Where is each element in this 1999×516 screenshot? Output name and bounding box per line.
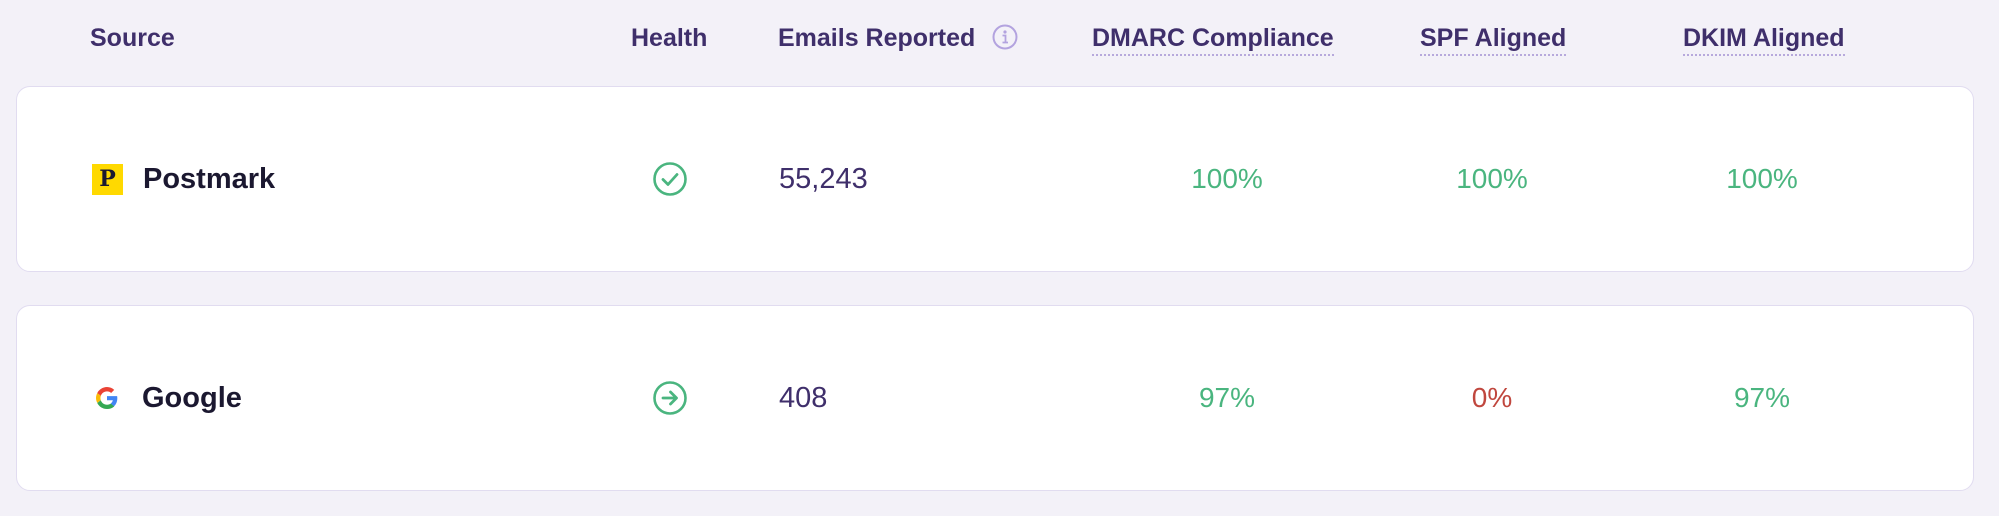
check-circle-icon [653,162,687,196]
health-cell[interactable] [652,306,688,490]
column-header-spf-aligned[interactable]: SPF Aligned [1420,20,1567,56]
arrow-right-circle-icon[interactable] [652,380,688,416]
emails-reported-value: 408 [779,381,828,414]
column-header-emails-reported[interactable]: Emails Reported [778,20,1018,56]
dmarc-compliance-value: 97% [1198,382,1256,413]
dmarc-compliance-value: 100% [1191,163,1263,194]
info-icon[interactable] [992,24,1018,50]
spf-aligned-value: 100% [1456,163,1528,194]
emails-reported-value: 55,243 [779,162,868,195]
table-row[interactable]: P Postmark 55,243 100% 100% 100% [16,86,1974,272]
dkim-aligned-value: 97% [1733,382,1791,413]
table-row[interactable]: Google 408 97% 0% 97% [16,305,1974,491]
postmark-logo-icon: P [92,163,123,195]
source-cell: P Postmark [92,87,275,271]
table-header: Source Health Emails Reported DMARC Comp… [0,0,1999,76]
spf-aligned-value: 0% [1471,382,1513,413]
google-logo-icon [96,387,118,409]
column-header-dmarc-compliance[interactable]: DMARC Compliance [1092,20,1334,56]
health-cell [652,87,688,271]
column-header-dkim-aligned[interactable]: DKIM Aligned [1683,20,1845,56]
dkim-aligned-value: 100% [1726,163,1798,194]
column-header-health[interactable]: Health [631,24,708,52]
source-cell: Google [96,306,242,490]
column-header-source[interactable]: Source [90,24,175,52]
